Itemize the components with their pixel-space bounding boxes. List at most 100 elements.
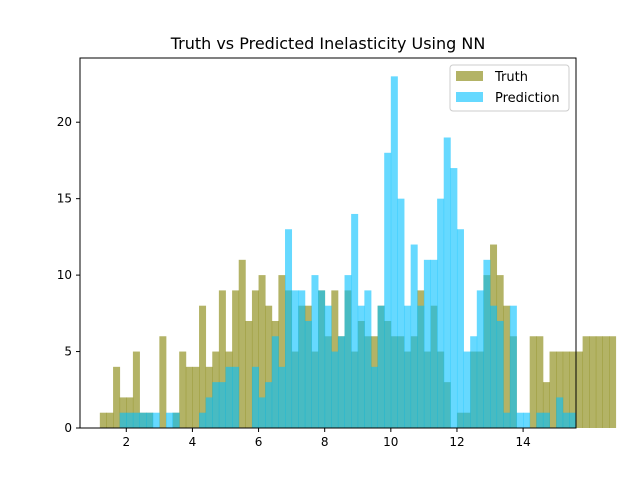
x-tick-label: 8 xyxy=(321,435,329,449)
bar-prediction xyxy=(344,275,352,428)
bar-prediction xyxy=(298,290,306,428)
bar-truth xyxy=(179,351,187,428)
legend-swatch-truth xyxy=(456,71,483,81)
bar-prediction xyxy=(430,259,438,428)
bar-prediction xyxy=(397,198,405,428)
bar-prediction xyxy=(258,397,266,428)
bar-prediction xyxy=(311,275,319,428)
bar-prediction xyxy=(152,412,160,428)
bar-truth xyxy=(569,351,577,428)
bar-prediction xyxy=(417,305,425,428)
bar-prediction xyxy=(542,412,550,428)
bar-truth xyxy=(536,336,544,428)
bar-prediction xyxy=(218,382,226,428)
bar-prediction xyxy=(463,351,471,428)
bar-prediction xyxy=(337,336,345,428)
bar-truth xyxy=(106,412,114,428)
y-tick-label: 15 xyxy=(57,192,72,206)
x-tick-label: 4 xyxy=(189,435,197,449)
bar-truth xyxy=(602,336,610,428)
bar-truth xyxy=(278,275,286,428)
bar-prediction xyxy=(199,412,207,428)
bar-prediction xyxy=(304,320,312,428)
bar-prediction xyxy=(132,412,140,428)
bar-prediction xyxy=(470,336,478,428)
bar-truth xyxy=(205,366,213,428)
bar-prediction xyxy=(423,259,431,428)
bar-prediction xyxy=(476,290,484,428)
bar-truth xyxy=(238,259,246,428)
y-tick-label: 20 xyxy=(57,115,72,129)
bar-truth xyxy=(503,305,511,428)
bar-truth xyxy=(159,336,167,428)
bar-truth xyxy=(232,290,240,428)
legend: Truth Prediction xyxy=(449,64,570,112)
bar-prediction xyxy=(212,382,220,428)
bar-prediction xyxy=(351,213,359,428)
chart-title: Truth vs Predicted Inelasticity Using NN xyxy=(170,34,486,53)
bar-prediction xyxy=(370,366,378,428)
bar-prediction xyxy=(503,412,511,428)
bar-prediction xyxy=(437,198,445,428)
y-tick-label: 5 xyxy=(64,345,72,359)
x-tick-label: 6 xyxy=(255,435,263,449)
bar-truth xyxy=(199,305,207,428)
bar-prediction xyxy=(390,76,398,428)
bar-prediction xyxy=(331,351,339,428)
bar-prediction xyxy=(496,320,504,428)
bar-prediction xyxy=(509,305,517,428)
bar-truth xyxy=(258,275,266,428)
bar-truth xyxy=(132,351,140,428)
bar-truth xyxy=(192,366,200,428)
bar-prediction xyxy=(205,397,213,428)
y-tick-label: 0 xyxy=(64,421,72,435)
bar-prediction xyxy=(490,305,498,428)
bar-prediction xyxy=(172,412,180,428)
bar-truth xyxy=(549,351,557,428)
bar-truth xyxy=(595,336,603,428)
bar-prediction xyxy=(265,382,273,428)
bar-prediction xyxy=(384,152,392,429)
bar-truth xyxy=(113,366,121,428)
y-axis: 0 5 10 15 20 xyxy=(57,115,80,435)
bar-prediction xyxy=(569,412,577,428)
bar-truth xyxy=(529,336,537,428)
y-tick-label: 10 xyxy=(57,268,72,282)
bar-truth xyxy=(185,366,193,428)
bar-prediction xyxy=(562,412,570,428)
bar-prediction xyxy=(404,305,412,428)
bar-prediction xyxy=(126,412,134,428)
bar-prediction xyxy=(232,366,240,428)
bar-prediction xyxy=(377,305,385,428)
bar-prediction xyxy=(318,290,326,428)
bar-prediction xyxy=(483,259,491,428)
bar-prediction xyxy=(119,412,127,428)
bar-prediction xyxy=(450,168,458,428)
bar-prediction xyxy=(357,305,365,428)
bar-prediction xyxy=(410,244,418,428)
bars-layer xyxy=(99,76,617,429)
plot-frame xyxy=(79,57,577,429)
bar-prediction xyxy=(523,412,531,428)
bar-truth xyxy=(609,336,617,428)
bar-prediction xyxy=(324,305,332,428)
bar-prediction xyxy=(291,290,299,428)
bar-truth xyxy=(265,305,273,428)
bar-truth xyxy=(218,290,226,428)
bar-truth xyxy=(562,351,570,428)
x-axis: 2 4 6 8 10 12 14 xyxy=(122,428,531,449)
bar-prediction xyxy=(516,412,524,428)
bar-prediction xyxy=(165,412,173,428)
bar-prediction xyxy=(456,229,464,428)
series-prediction xyxy=(119,76,577,429)
bar-truth xyxy=(582,336,590,428)
bar-prediction xyxy=(225,366,233,428)
x-tick-label: 14 xyxy=(515,435,530,449)
x-tick-label: 2 xyxy=(122,435,130,449)
bar-prediction xyxy=(146,412,154,428)
legend-label-prediction: Prediction xyxy=(495,91,560,106)
bar-prediction xyxy=(271,336,279,428)
x-tick-label: 10 xyxy=(383,435,398,449)
